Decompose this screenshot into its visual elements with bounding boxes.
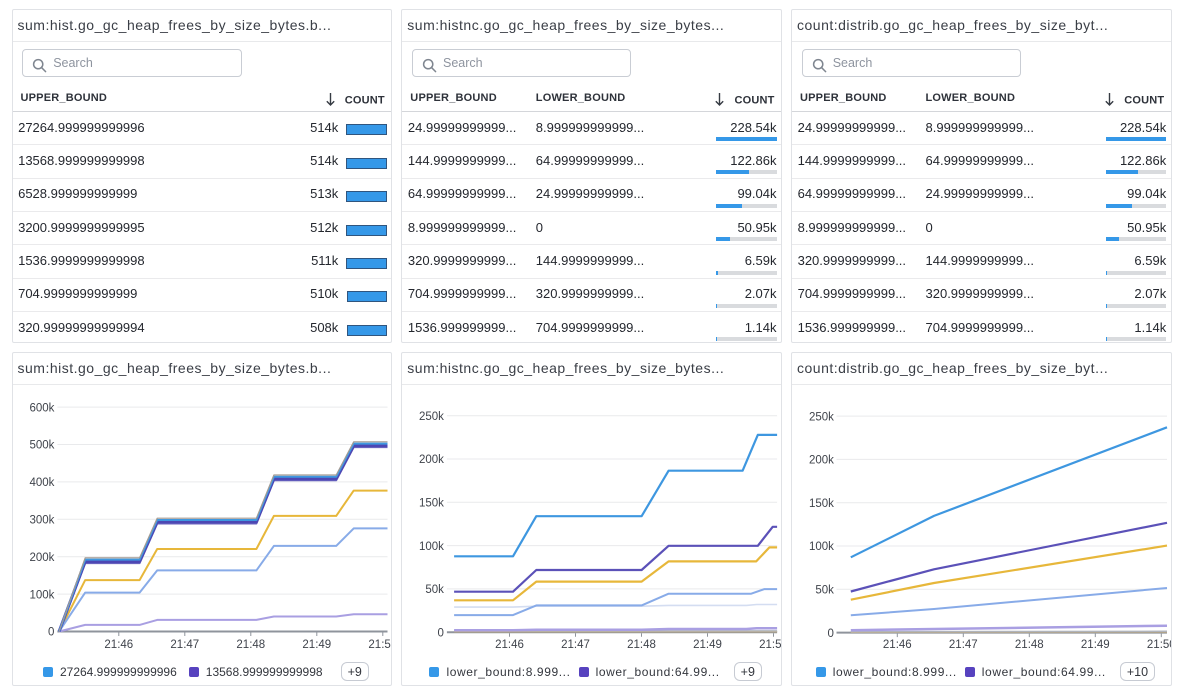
svg-text:250k: 250k xyxy=(419,411,444,423)
svg-text:50k: 50k xyxy=(426,584,445,596)
svg-text:21:48: 21:48 xyxy=(236,639,265,651)
svg-text:600k: 600k xyxy=(29,403,54,415)
svg-text:21:49: 21:49 xyxy=(302,639,331,651)
svg-text:21:48: 21:48 xyxy=(1015,639,1044,651)
svg-text:21:49: 21:49 xyxy=(693,639,722,651)
svg-text:250k: 250k xyxy=(809,412,834,424)
svg-text:400k: 400k xyxy=(29,477,54,489)
svg-text:100k: 100k xyxy=(419,541,444,553)
svg-text:21:50: 21:50 xyxy=(1147,639,1172,651)
svg-text:200k: 200k xyxy=(419,455,444,467)
svg-text:300k: 300k xyxy=(29,515,54,527)
svg-text:0: 0 xyxy=(47,627,53,639)
svg-text:100k: 100k xyxy=(29,590,54,602)
svg-text:150k: 150k xyxy=(419,498,444,510)
svg-text:21:47: 21:47 xyxy=(561,639,590,651)
svg-text:200k: 200k xyxy=(809,455,834,467)
svg-text:100k: 100k xyxy=(809,542,834,554)
svg-text:500k: 500k xyxy=(29,440,54,452)
svg-text:21:47: 21:47 xyxy=(170,639,199,651)
svg-text:0: 0 xyxy=(827,628,833,640)
svg-text:200k: 200k xyxy=(29,552,54,564)
svg-text:21:46: 21:46 xyxy=(883,639,912,651)
svg-text:21:50: 21:50 xyxy=(368,639,392,651)
svg-text:21:50: 21:50 xyxy=(759,639,782,651)
svg-text:21:46: 21:46 xyxy=(495,639,524,651)
svg-text:0: 0 xyxy=(438,628,444,640)
svg-text:50k: 50k xyxy=(815,585,834,597)
svg-text:21:49: 21:49 xyxy=(1081,639,1110,651)
svg-text:21:47: 21:47 xyxy=(949,639,978,651)
svg-text:21:46: 21:46 xyxy=(104,639,133,651)
svg-text:21:48: 21:48 xyxy=(627,639,656,651)
svg-text:150k: 150k xyxy=(809,498,834,510)
